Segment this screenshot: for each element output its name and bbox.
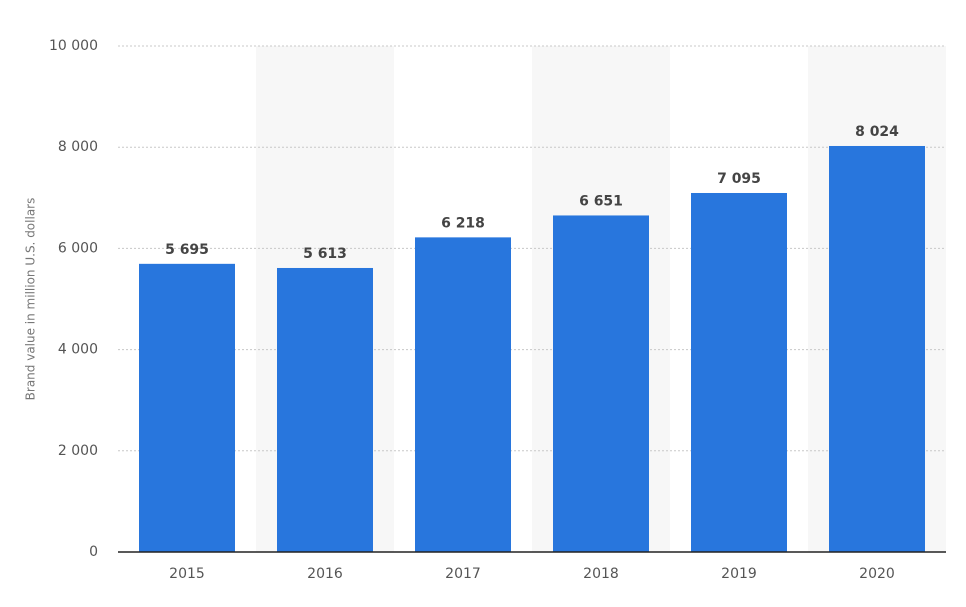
y-tick-label: 6 000 — [58, 240, 98, 256]
value-label: 8 024 — [855, 124, 899, 140]
x-tick-label: 2017 — [445, 566, 481, 582]
bar — [415, 237, 511, 552]
value-label: 6 651 — [579, 193, 623, 209]
bar — [553, 215, 649, 552]
x-tick-label: 2015 — [169, 566, 205, 582]
value-label: 5 613 — [303, 246, 347, 262]
bar — [277, 267, 373, 552]
y-tick-label: 4 000 — [58, 342, 98, 358]
y-tick-label: 2 000 — [58, 443, 98, 459]
y-tick-label: 8 000 — [58, 139, 98, 155]
value-label: 5 695 — [165, 242, 209, 258]
value-label: 6 218 — [441, 215, 485, 231]
bar — [139, 263, 235, 552]
bar — [829, 145, 925, 552]
value-label: 7 095 — [717, 171, 761, 187]
y-tick-label: 0 — [89, 544, 98, 560]
bar — [691, 192, 787, 553]
x-tick-label: 2016 — [307, 566, 343, 582]
x-tick-label: 2020 — [859, 566, 895, 582]
y-axis-title: Brand value in million U.S. dollars — [24, 198, 38, 401]
y-tick-label: 10 000 — [49, 38, 98, 54]
x-tick-label: 2019 — [721, 566, 757, 582]
x-tick-label: 2018 — [583, 566, 619, 582]
